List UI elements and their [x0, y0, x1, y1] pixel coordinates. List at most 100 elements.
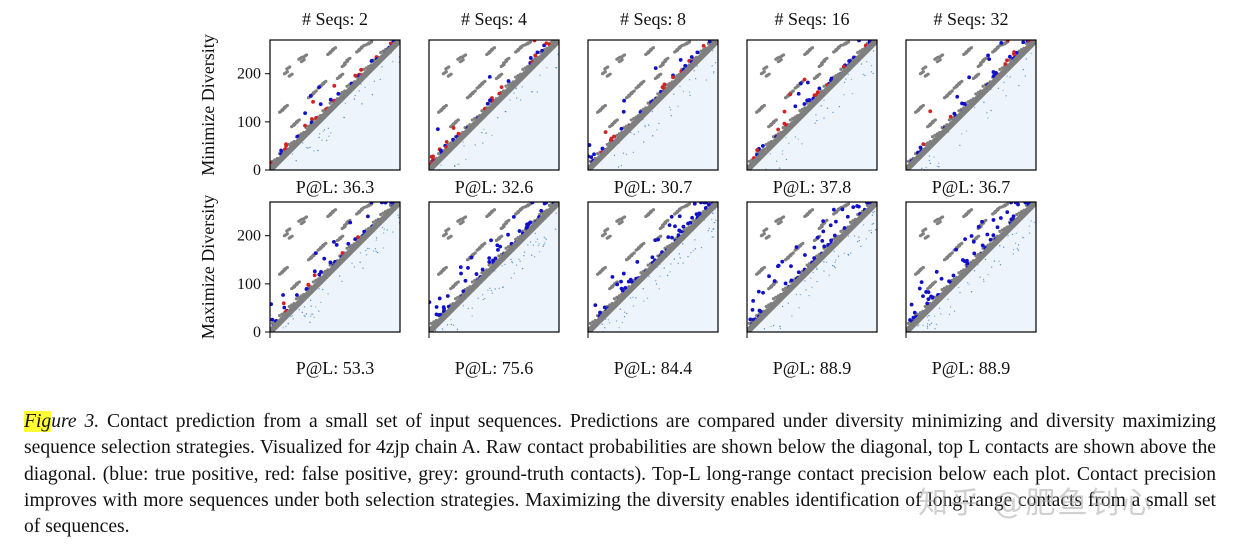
true-positive-contact [535, 50, 540, 55]
true-positive-contact [799, 81, 803, 86]
true-positive-contact [789, 278, 794, 283]
heatmap-cell [926, 327, 929, 329]
heatmap-cell [353, 266, 356, 268]
false-positive-contact [612, 134, 616, 139]
heatmap-cell [835, 259, 837, 261]
heatmap-cell [497, 117, 499, 119]
true-positive-contact [930, 295, 935, 300]
true-positive-contact [772, 279, 777, 283]
ground-truth-contact [333, 46, 338, 50]
true-positive-contact [955, 94, 960, 99]
heatmap-cell [317, 149, 319, 152]
precision-label: P@L: 36.7 [932, 177, 1011, 197]
column-title: # Seqs: 4 [461, 9, 527, 29]
ground-truth-contact [447, 65, 451, 69]
true-positive-contact [815, 235, 820, 240]
heatmap-cell [328, 135, 330, 137]
heatmap-cell [519, 99, 522, 101]
true-positive-contact [802, 102, 807, 106]
true-positive-contact [1008, 54, 1012, 59]
heatmap-cell [712, 72, 715, 74]
heatmap-cell [481, 132, 483, 134]
heatmap-cell [490, 289, 493, 292]
true-positive-contact [912, 310, 917, 315]
ground-truth-contact [765, 227, 769, 231]
true-positive-contact [313, 251, 318, 256]
true-positive-contact [934, 269, 939, 274]
heatmap-cell [688, 78, 691, 81]
heatmap-cell [682, 262, 684, 264]
ground-truth-contact [304, 215, 309, 219]
heatmap-cell [810, 277, 812, 279]
heatmap-cell [779, 327, 782, 330]
true-positive-contact [308, 93, 313, 98]
true-positive-contact [829, 238, 834, 243]
heatmap-cell [997, 87, 1000, 90]
ground-truth-contact [288, 65, 292, 69]
heatmap-cell [362, 267, 364, 269]
true-positive-contact [911, 315, 916, 320]
true-positive-contact [703, 206, 708, 210]
ground-truth-contact [461, 58, 465, 62]
heatmap-cell [930, 322, 933, 324]
heatmap-cell [973, 106, 976, 109]
heatmap-cell [670, 115, 672, 117]
ground-truth-contact [960, 79, 964, 84]
true-positive-contact [758, 309, 763, 314]
ground-truth-contact [646, 101, 650, 105]
true-positive-contact [303, 111, 308, 116]
ground-truth-contact [825, 56, 829, 60]
heatmap-cell [843, 94, 845, 96]
contact-map-figure: # Seqs: 2 # Seqs: 4 # Seqs: 8 # Seqs: 16 # S… [198, 9, 1037, 378]
ground-truth-contact [304, 53, 309, 57]
heatmap-cell [538, 251, 541, 253]
heatmap-cell [872, 222, 875, 225]
heatmap-cell [456, 328, 459, 331]
true-positive-contact [498, 244, 503, 249]
heatmap-cell [619, 308, 621, 310]
panel-frame [587, 201, 719, 333]
heatmap-cell [397, 216, 400, 219]
true-positive-contact [322, 256, 327, 261]
true-positive-contact [312, 269, 317, 274]
heatmap-cell [494, 288, 496, 290]
ground-truth-contact [507, 56, 511, 60]
heatmap-cell [498, 287, 500, 290]
heatmap-cell [688, 91, 691, 93]
heatmap-cell [816, 280, 818, 283]
true-positive-contact [542, 202, 547, 206]
ground-truth-contact [810, 46, 815, 50]
ground-truth-contact [521, 67, 525, 71]
true-positive-contact [669, 214, 674, 219]
true-positive-contact [845, 214, 850, 219]
false-positive-contact [359, 67, 363, 72]
ground-truth-contact [921, 265, 925, 270]
panel-frame [905, 201, 1037, 333]
heatmap-cell [546, 66, 548, 69]
true-positive-contact [794, 245, 799, 249]
heatmap-cell [440, 164, 442, 166]
heatmap-cell [295, 160, 297, 162]
true-positive-contact [976, 224, 981, 229]
heatmap-cell [381, 66, 383, 68]
heatmap-cell [521, 86, 523, 88]
heatmap-cell [292, 318, 294, 320]
heatmap-cell [851, 92, 854, 95]
ground-truth-contact [369, 40, 374, 44]
heatmap-cell [538, 243, 540, 245]
ground-truth-contact [297, 280, 301, 284]
heatmap-cell [864, 74, 866, 77]
true-positive-contact [469, 255, 474, 260]
precision-label: P@L: 30.7 [614, 177, 693, 197]
heatmap-cell [816, 268, 818, 271]
ground-truth-contact [818, 72, 822, 76]
true-positive-contact [690, 215, 694, 220]
heatmap-cell [491, 292, 494, 294]
heatmap-cell [677, 262, 679, 265]
ground-truth-contact [287, 142, 291, 147]
heatmap-cell [850, 78, 853, 81]
heatmap-cell [365, 254, 368, 256]
heatmap-cell [965, 130, 968, 132]
heatmap-cell [450, 323, 453, 326]
heatmap-cell [865, 238, 868, 240]
